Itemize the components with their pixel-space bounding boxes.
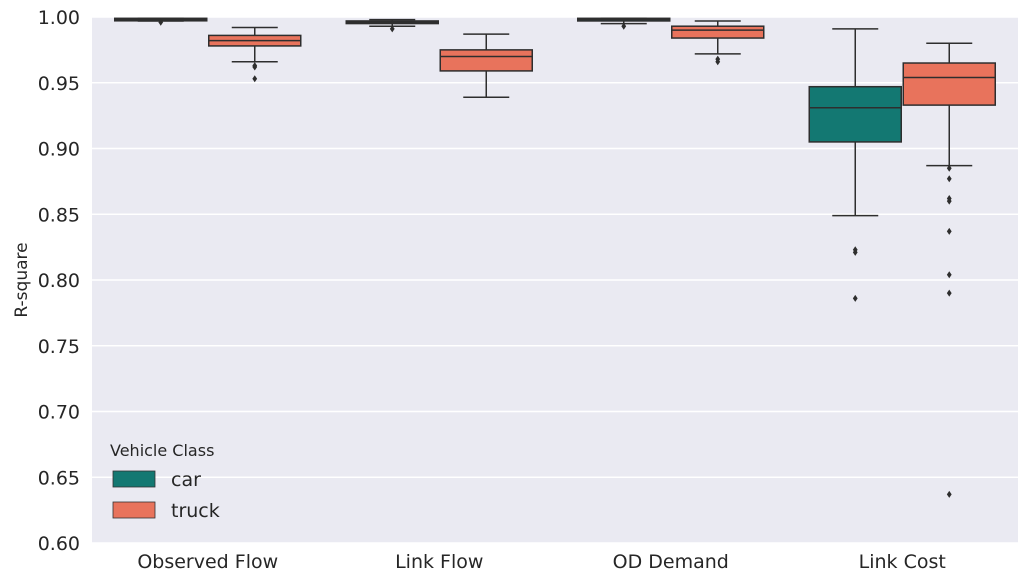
outlier-point	[715, 58, 721, 66]
y-tick-label: 0.65	[38, 467, 80, 489]
x-tick-label: Observed Flow	[137, 551, 278, 573]
box-iqr	[671, 25, 765, 39]
legend-swatch-truck	[112, 501, 156, 519]
box-truck	[208, 26, 302, 83]
box-truck	[439, 33, 533, 98]
box-car	[808, 28, 902, 302]
x-tick-label: OD Demand	[613, 551, 729, 573]
legend-label-car: car	[171, 469, 201, 491]
box-truck	[671, 20, 765, 66]
outlier-point	[621, 22, 627, 30]
y-tick-labels: 0.60 0.65 0.70 0.75 0.80 0.85 0.90 0.95 1.00	[38, 7, 80, 555]
box-car	[345, 18, 439, 33]
outlier-point	[252, 75, 258, 83]
y-tick-label: 0.80	[38, 270, 80, 292]
outlier-point	[158, 18, 164, 26]
box-iqr	[808, 85, 902, 143]
x-tick-label: Link Cost	[859, 551, 946, 573]
legend: Vehicle Class car truck	[110, 441, 220, 522]
box-plots	[114, 17, 996, 498]
x-tick-labels: Observed Flow Link Flow OD Demand Link Cost	[137, 551, 946, 573]
outlier-point	[946, 164, 952, 172]
y-tick-label: 0.85	[38, 204, 80, 226]
outlier-point	[946, 227, 952, 235]
box-car	[577, 17, 671, 30]
y-tick-label: 0.60	[38, 533, 80, 555]
outlier-point	[946, 197, 952, 205]
outlier-point	[852, 294, 858, 302]
outlier-point	[946, 175, 952, 183]
y-tick-label: 0.75	[38, 336, 80, 358]
y-tick-label: 1.00	[38, 7, 80, 29]
box-car	[114, 17, 208, 26]
outlier-point	[946, 271, 952, 279]
legend-title: Vehicle Class	[110, 441, 214, 460]
legend-label-truck: truck	[171, 500, 220, 522]
y-tick-label: 0.90	[38, 139, 80, 161]
grid-lines	[92, 16, 1018, 544]
box-iqr	[439, 49, 533, 72]
outlier-point	[252, 63, 258, 71]
legend-swatch-car	[112, 470, 156, 488]
outlier-point	[946, 289, 952, 297]
outlier-point	[389, 25, 395, 33]
y-tick-label: 0.70	[38, 402, 80, 424]
y-axis-label: R-square	[12, 242, 32, 317]
box-truck	[902, 42, 996, 498]
x-tick-label: Link Flow	[395, 551, 483, 573]
y-tick-label: 0.95	[38, 73, 80, 95]
outlier-point	[946, 490, 952, 498]
outlier-point	[852, 248, 858, 256]
box-iqr	[902, 62, 996, 106]
